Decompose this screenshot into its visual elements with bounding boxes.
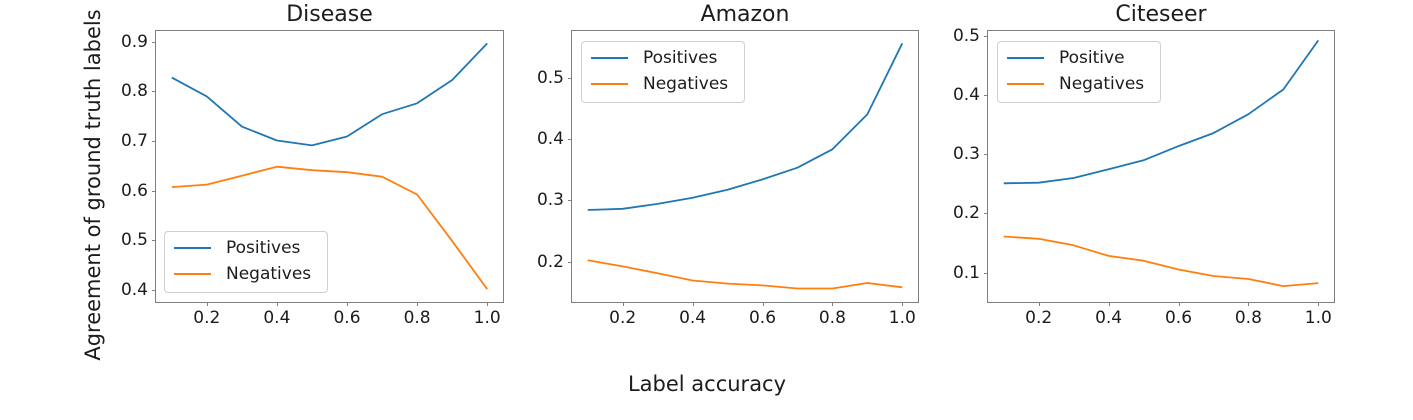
- legend-line-swatch: [174, 247, 211, 249]
- y-tick-mark: [152, 41, 156, 43]
- legend-label: Positives: [643, 48, 718, 68]
- y-tick-label: 0.5: [952, 26, 980, 47]
- legend-label: Positive: [1059, 48, 1125, 68]
- y-tick-label: 0.4: [952, 85, 980, 106]
- y-tick-label: 0.3: [952, 144, 980, 165]
- plot-lines: [587, 42, 904, 290]
- chart-panel-amazon: Amazon Positives Negatives 0.2 0.4 0.6 0.8 1.…: [537, 2, 919, 328]
- legend-entry: Negatives: [591, 71, 728, 97]
- y-tick-mark: [152, 190, 156, 192]
- x-tick-mark: [692, 302, 694, 306]
- plot-lines: [1003, 39, 1320, 288]
- y-tick-mark: [984, 154, 988, 156]
- x-tick-mark: [347, 302, 348, 306]
- y-tick-label: 0.3: [536, 190, 564, 211]
- y-tick-label: 0.6: [120, 180, 148, 201]
- x-tick-mark: [206, 302, 208, 306]
- x-tick-mark: [487, 302, 489, 306]
- x-tick-label: 0.6: [1164, 308, 1193, 328]
- x-tick-label: 0.2: [193, 308, 221, 328]
- legend-entry: Positives: [591, 45, 728, 71]
- y-tick-mark: [984, 95, 988, 97]
- chart-title: Citeseer: [1115, 2, 1207, 27]
- y-tick-mark: [152, 91, 156, 93]
- y-tick-mark: [984, 213, 988, 215]
- line-negatives: [1003, 235, 1319, 288]
- x-tick-label: 0.8: [403, 308, 431, 328]
- line-negatives: [587, 259, 903, 290]
- x-tick-mark: [276, 302, 278, 306]
- y-tick-label: 0.2: [536, 251, 564, 272]
- x-tick-mark: [1318, 302, 1320, 306]
- legend-line-swatch: [591, 57, 628, 59]
- x-axis-label: Label accuracy: [627, 372, 787, 396]
- x-tick-mark: [832, 302, 834, 306]
- y-tick-mark: [568, 200, 572, 202]
- chart-title: Amazon: [700, 2, 790, 27]
- line-positives: [171, 42, 488, 147]
- y-tick-label: 0.8: [120, 81, 148, 102]
- x-tick-label: 0.8: [1234, 308, 1262, 328]
- chart-title: Disease: [286, 2, 373, 27]
- x-tick-mark: [417, 302, 419, 306]
- legend-label: Positives: [226, 238, 301, 258]
- x-tick-mark: [902, 302, 904, 306]
- y-tick-mark: [152, 240, 156, 242]
- legend-line-swatch: [591, 83, 628, 85]
- x-tick-label: 1.0: [473, 308, 501, 328]
- x-tick-label: 1.0: [888, 308, 916, 328]
- x-tick-label: 0.4: [679, 308, 707, 328]
- y-tick-label: 0.4: [120, 279, 148, 300]
- y-tick-label: 0.2: [952, 203, 980, 224]
- x-tick-label: 0.6: [333, 308, 361, 328]
- legend: Positive Negatives: [997, 41, 1162, 103]
- x-tick-label: 0.2: [1025, 308, 1053, 328]
- line-positive: [1003, 39, 1320, 185]
- y-tick-label: 0.7: [120, 131, 148, 151]
- legend-entry: Positives: [174, 235, 311, 261]
- y-tick-label: 0.5: [120, 230, 148, 251]
- x-tick-label: 0.8: [818, 308, 846, 328]
- legend: Positives Negatives: [581, 41, 746, 103]
- line-positives: [587, 42, 904, 211]
- y-tick-mark: [152, 141, 156, 142]
- y-tick-mark: [984, 36, 988, 38]
- y-tick-mark: [568, 138, 572, 140]
- y-tick-label: 0.1: [952, 262, 980, 283]
- y-axis-label: Agreement of ground truth labels: [81, 9, 105, 361]
- x-tick-mark: [1178, 302, 1180, 306]
- legend-line-swatch: [174, 273, 211, 275]
- legend-label: Negatives: [1059, 74, 1145, 94]
- x-tick-mark: [1108, 302, 1110, 306]
- x-tick-mark: [1038, 302, 1040, 306]
- x-tick-label: 1.0: [1304, 308, 1332, 328]
- y-tick-mark: [568, 261, 572, 263]
- y-tick-label: 0.4: [536, 128, 564, 149]
- legend-line-swatch: [1007, 57, 1044, 59]
- y-tick-mark: [568, 77, 572, 79]
- plot-lines: [171, 42, 488, 290]
- legend: Positives Negatives: [164, 231, 329, 293]
- line-negatives: [171, 165, 488, 290]
- chart-panel-disease: Disease Positives Negatives 0.2 0.4 0.6 0.8 1…: [121, 2, 504, 328]
- y-tick-label: 0.5: [536, 67, 564, 88]
- y-tick-mark: [152, 289, 156, 291]
- x-tick-label: 0.6: [748, 308, 777, 328]
- legend-line-swatch: [1007, 83, 1044, 85]
- x-tick-mark: [622, 302, 624, 306]
- legend-entry: Positive: [1007, 45, 1144, 71]
- y-tick-label: 0.9: [120, 31, 148, 52]
- legend-entry: Negatives: [174, 261, 311, 287]
- x-tick-label: 0.4: [263, 308, 291, 328]
- x-tick-label: 0.2: [609, 308, 637, 328]
- legend-label: Negatives: [643, 74, 729, 94]
- x-tick-label: 0.4: [1095, 308, 1123, 328]
- legend-entry: Negatives: [1007, 71, 1144, 97]
- chart-panel-citeseer: Citeseer Positive Negatives 0.2 0.4 0.6 0.8 1…: [953, 2, 1335, 328]
- legend-label: Negatives: [226, 264, 312, 284]
- x-tick-mark: [762, 302, 764, 306]
- x-tick-mark: [1248, 302, 1250, 306]
- y-tick-mark: [984, 272, 988, 274]
